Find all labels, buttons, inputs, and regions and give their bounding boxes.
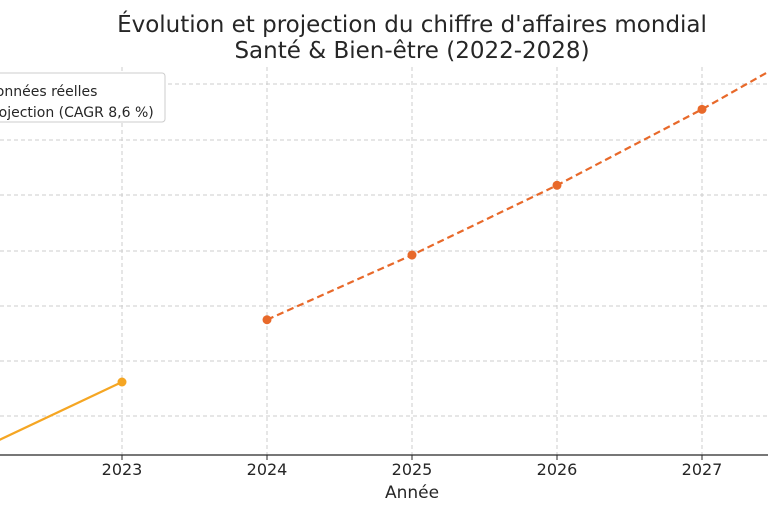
data-point [117,377,127,387]
data-point [552,180,562,190]
chart-title: Évolution et projection du chiffre d'aff… [117,10,707,64]
legend: Données réelles Projection (CAGR 8,6 %) [0,72,166,123]
legend-box [0,72,166,123]
x-tick-labels: 2023 2024 2025 2026 2027 [102,455,723,479]
series-line-1 [0,381,123,441]
data-point [262,315,272,325]
legend-label: Projection (CAGR 8,6 %) [0,105,154,121]
x-tick-label: 2024 [247,460,288,479]
legend-label: Données réelles [0,84,97,100]
data-point [697,104,707,114]
x-axis-label: Année [385,483,439,503]
series-lines [0,70,768,441]
x-tick-label: 2025 [392,460,433,479]
x-tick-label: 2027 [682,460,723,479]
chart-title-line-1: Évolution et projection du chiffre d'aff… [117,10,707,38]
x-tick-label: 2026 [537,460,578,479]
chart-title-line-2: Santé & Bien-être (2022-2028) [234,38,589,64]
series-line-2 [266,70,768,321]
x-tick-label: 2023 [102,460,143,479]
data-point [407,250,417,260]
grid-lines [0,67,768,455]
